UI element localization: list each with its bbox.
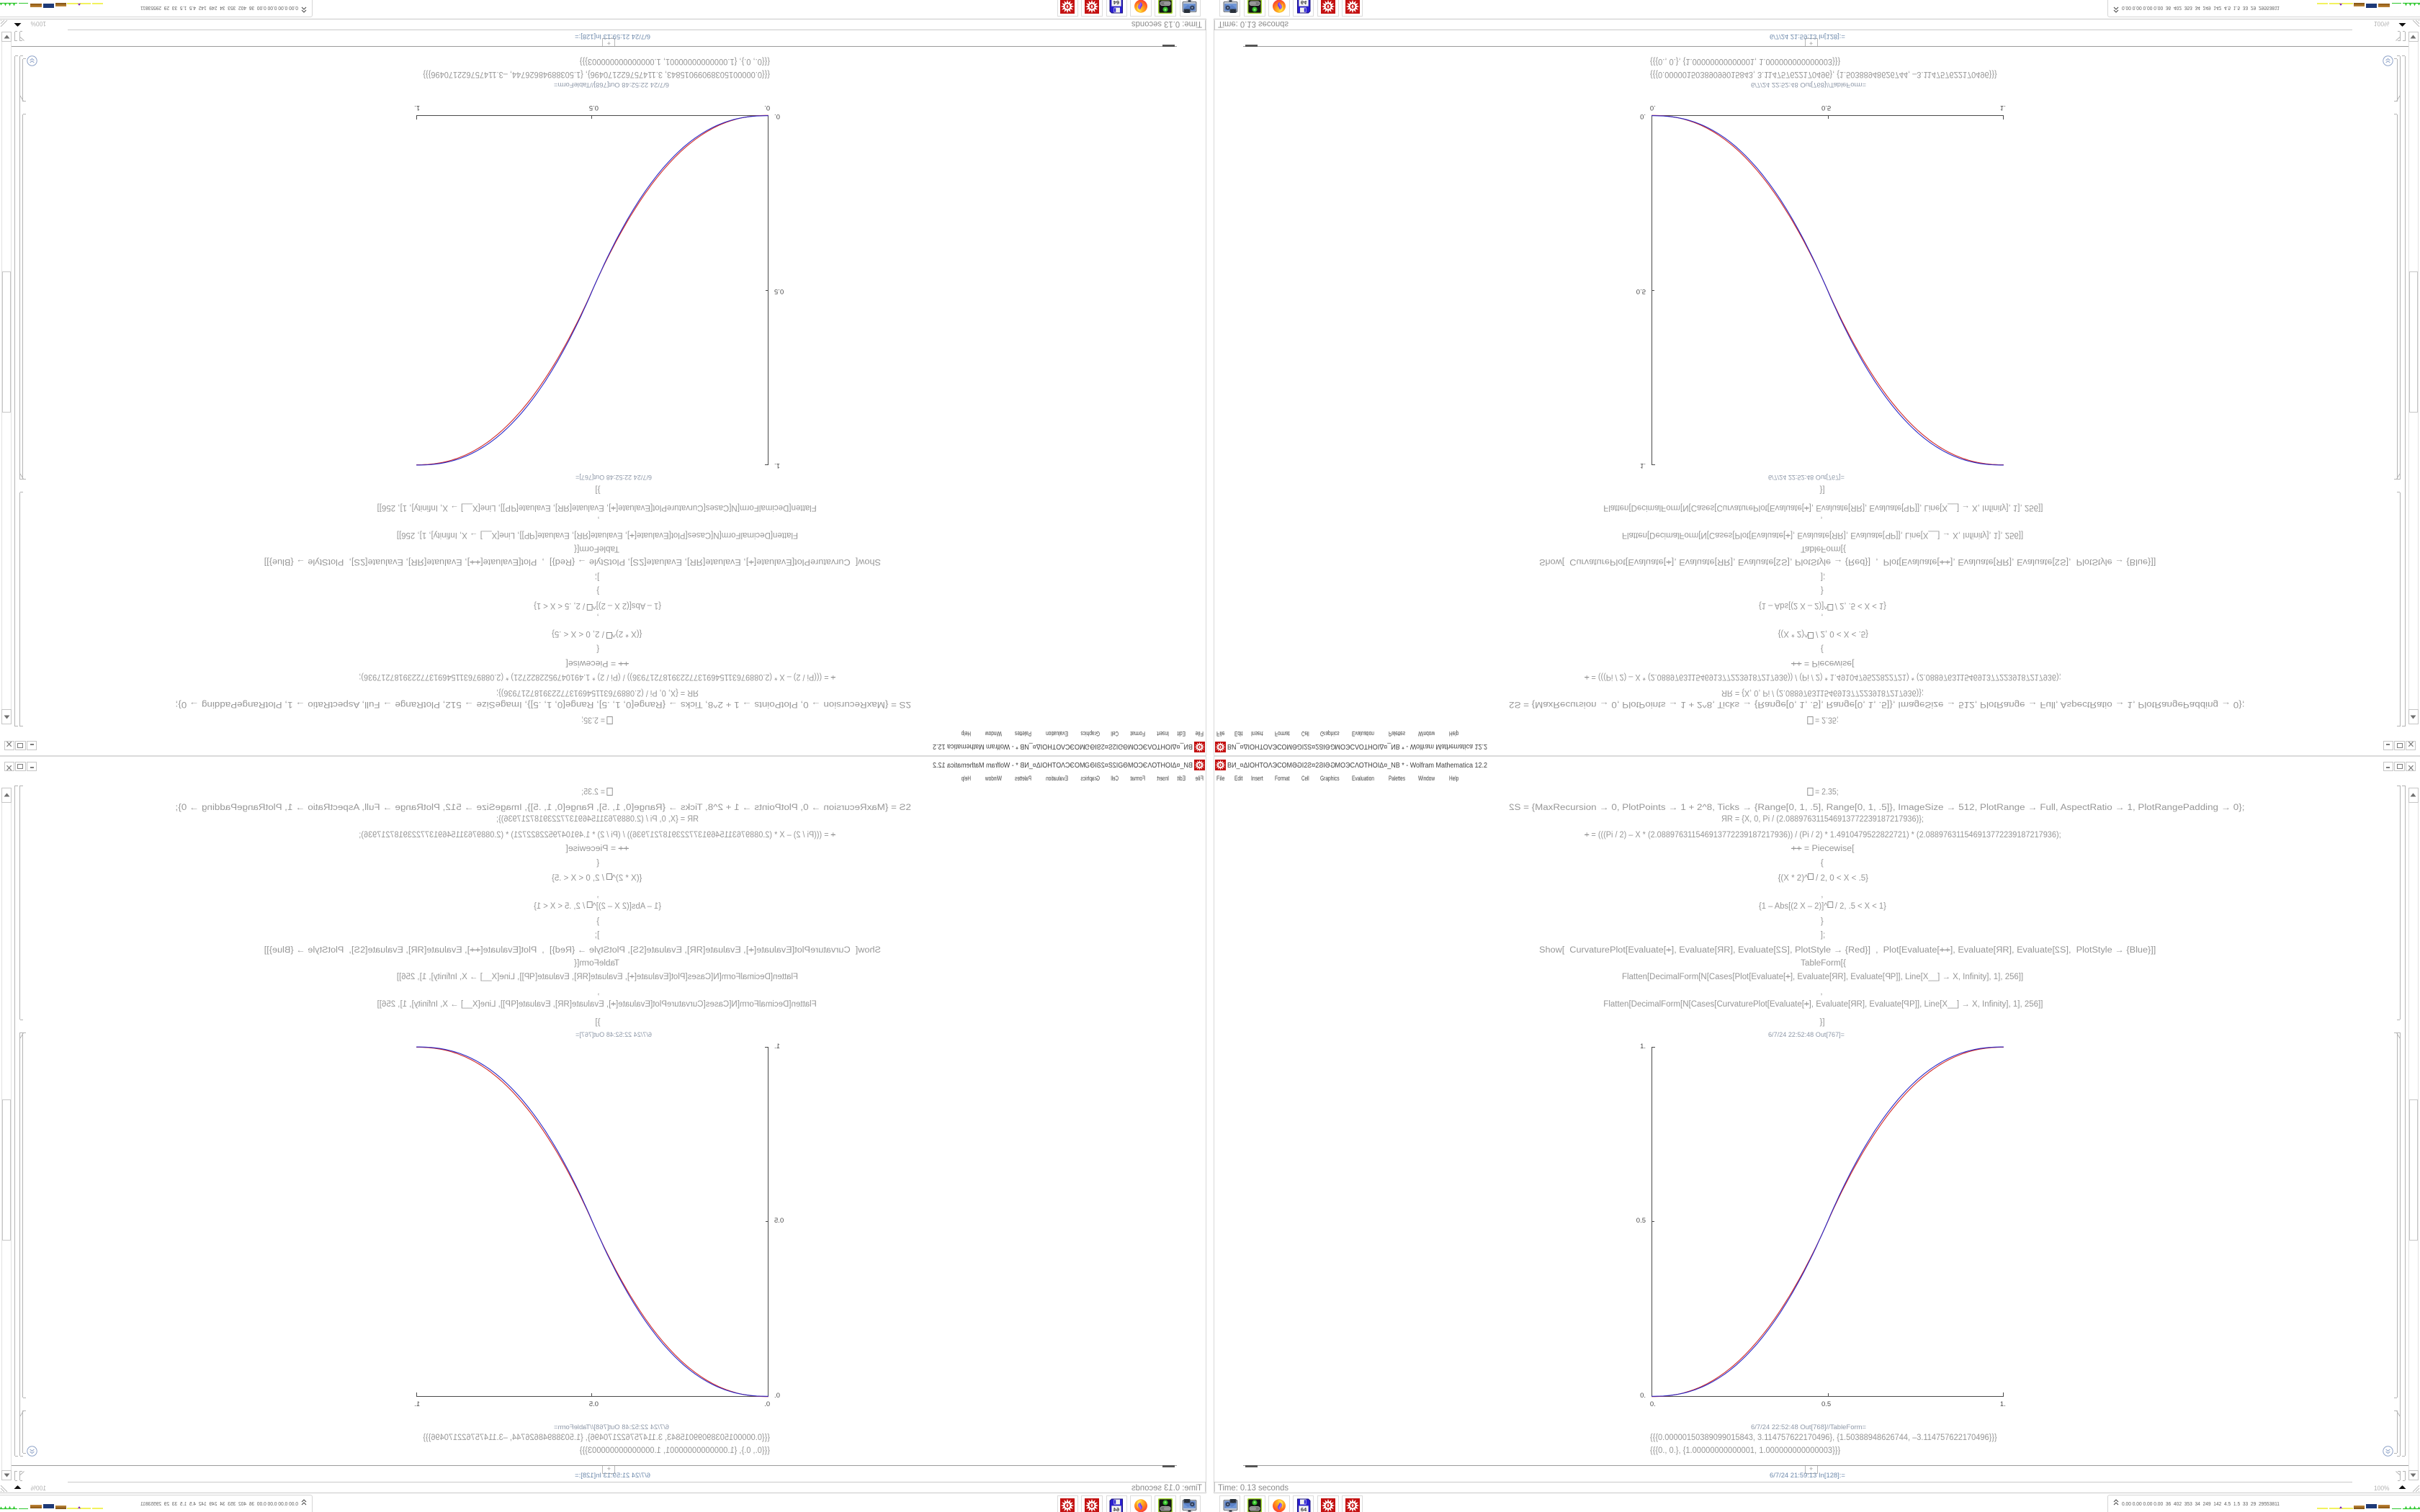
svg-text:64: 64 — [1301, 1506, 1307, 1512]
svg-text:64: 64 — [1301, 0, 1307, 6]
svg-text:64: 64 — [1113, 0, 1119, 6]
svg-text:64: 64 — [1113, 1506, 1119, 1512]
